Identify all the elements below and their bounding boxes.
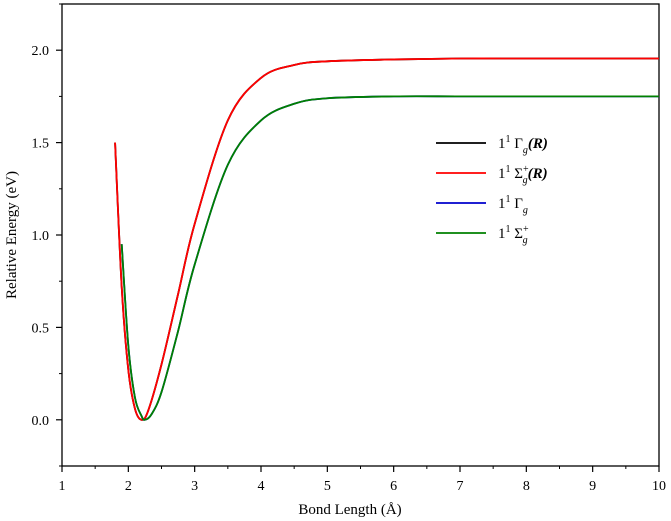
x-tick-label: 7 xyxy=(457,479,464,494)
legend-label: 11 Γg(R) xyxy=(498,134,548,156)
x-tick-label: 5 xyxy=(324,479,331,494)
x-tick-label: 4 xyxy=(258,479,265,494)
series-layer xyxy=(114,57,659,421)
legend-label: 11 Σ+ g xyxy=(498,224,529,246)
x-tick-label: 1 xyxy=(59,479,66,494)
x-axis-title: Bond Length (Å) xyxy=(298,502,401,518)
series-line-2 xyxy=(114,57,659,421)
y-tick-label: 1.0 xyxy=(32,229,50,244)
x-tick-label: 9 xyxy=(589,479,596,494)
legend: 11 Γg(R) 11 Σ+ g(R) 11 Γg 11 Σ+ g xyxy=(436,134,548,246)
y-tick-label: 0.5 xyxy=(32,321,50,336)
y-tick-label: 1.5 xyxy=(32,137,50,152)
x-axis-ticks: 1 2 3 4 5 6 7 8 9 10 xyxy=(59,466,666,494)
legend-label: 11 Γg xyxy=(498,194,528,216)
plot-frame xyxy=(61,3,660,467)
axes xyxy=(61,3,660,467)
x-tick-label: 2 xyxy=(125,479,132,494)
series-line-1 xyxy=(114,57,659,421)
y-axis-title: Relative Energy (eV) xyxy=(4,171,20,299)
y-tick-label: 0.0 xyxy=(32,414,50,429)
x-tick-label: 10 xyxy=(652,479,666,494)
legend-label: 11 Σ+ g(R) xyxy=(498,164,548,186)
y-axis-ticks: 0.0 0.5 1.0 1.5 2.0 xyxy=(32,3,62,467)
x-tick-label: 6 xyxy=(390,479,397,494)
x-tick-label: 3 xyxy=(191,479,198,494)
series-line-3 xyxy=(120,95,659,421)
x-tick-label: 8 xyxy=(523,479,530,494)
series-line-4 xyxy=(120,95,659,421)
y-tick-label: 2.0 xyxy=(32,44,50,59)
